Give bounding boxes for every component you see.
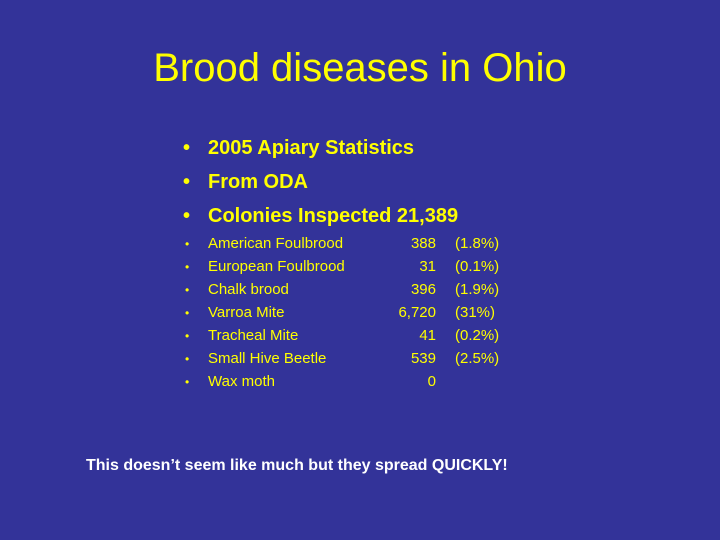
disease-percent: (1.8%) [455,235,500,252]
disease-name: Wax moth [208,373,275,390]
slide-title: Brood diseases in Ohio [153,46,567,90]
major-bullet-text: From ODA [208,171,308,193]
footer-note: This doesn’t seem like much but they spr… [86,457,508,474]
disease-count: 396 [410,281,436,298]
disease-percent: (31%) [455,304,496,321]
disease-name: Small Hive Beetle [208,350,327,367]
bullet-marker: • [185,352,190,366]
disease-count: 31 [419,258,436,275]
disease-percent: (1.9%) [455,281,500,298]
bullet-marker: • [185,329,190,343]
disease-count: 539 [410,350,436,367]
bullet-marker: • [185,237,190,251]
bullet-marker: • [185,283,190,297]
bullet-marker: • [185,306,190,320]
disease-name: European Foulbrood [208,258,345,275]
disease-count: 6,720 [398,304,436,321]
disease-count: 41 [419,327,436,344]
bullet-marker: • [183,171,191,193]
disease-percent: (0.2%) [455,327,500,344]
major-bullet-text: 2005 Apiary Statistics [208,137,415,159]
disease-name: Varroa Mite [208,304,285,321]
bullet-marker: • [183,205,191,227]
bullet-marker: • [185,375,190,389]
major-bullet-text: Colonies Inspected 21,389 [208,205,459,227]
disease-count: 0 [427,373,436,390]
disease-percent: (0.1%) [455,258,500,275]
disease-name: American Foulbrood [208,235,344,252]
disease-percent: (2.5%) [455,350,500,367]
disease-count: 388 [410,235,436,252]
bullet-marker: • [183,137,191,159]
bullet-marker: • [185,260,190,274]
disease-name: Chalk brood [208,281,289,298]
disease-name: Tracheal Mite [208,327,299,344]
